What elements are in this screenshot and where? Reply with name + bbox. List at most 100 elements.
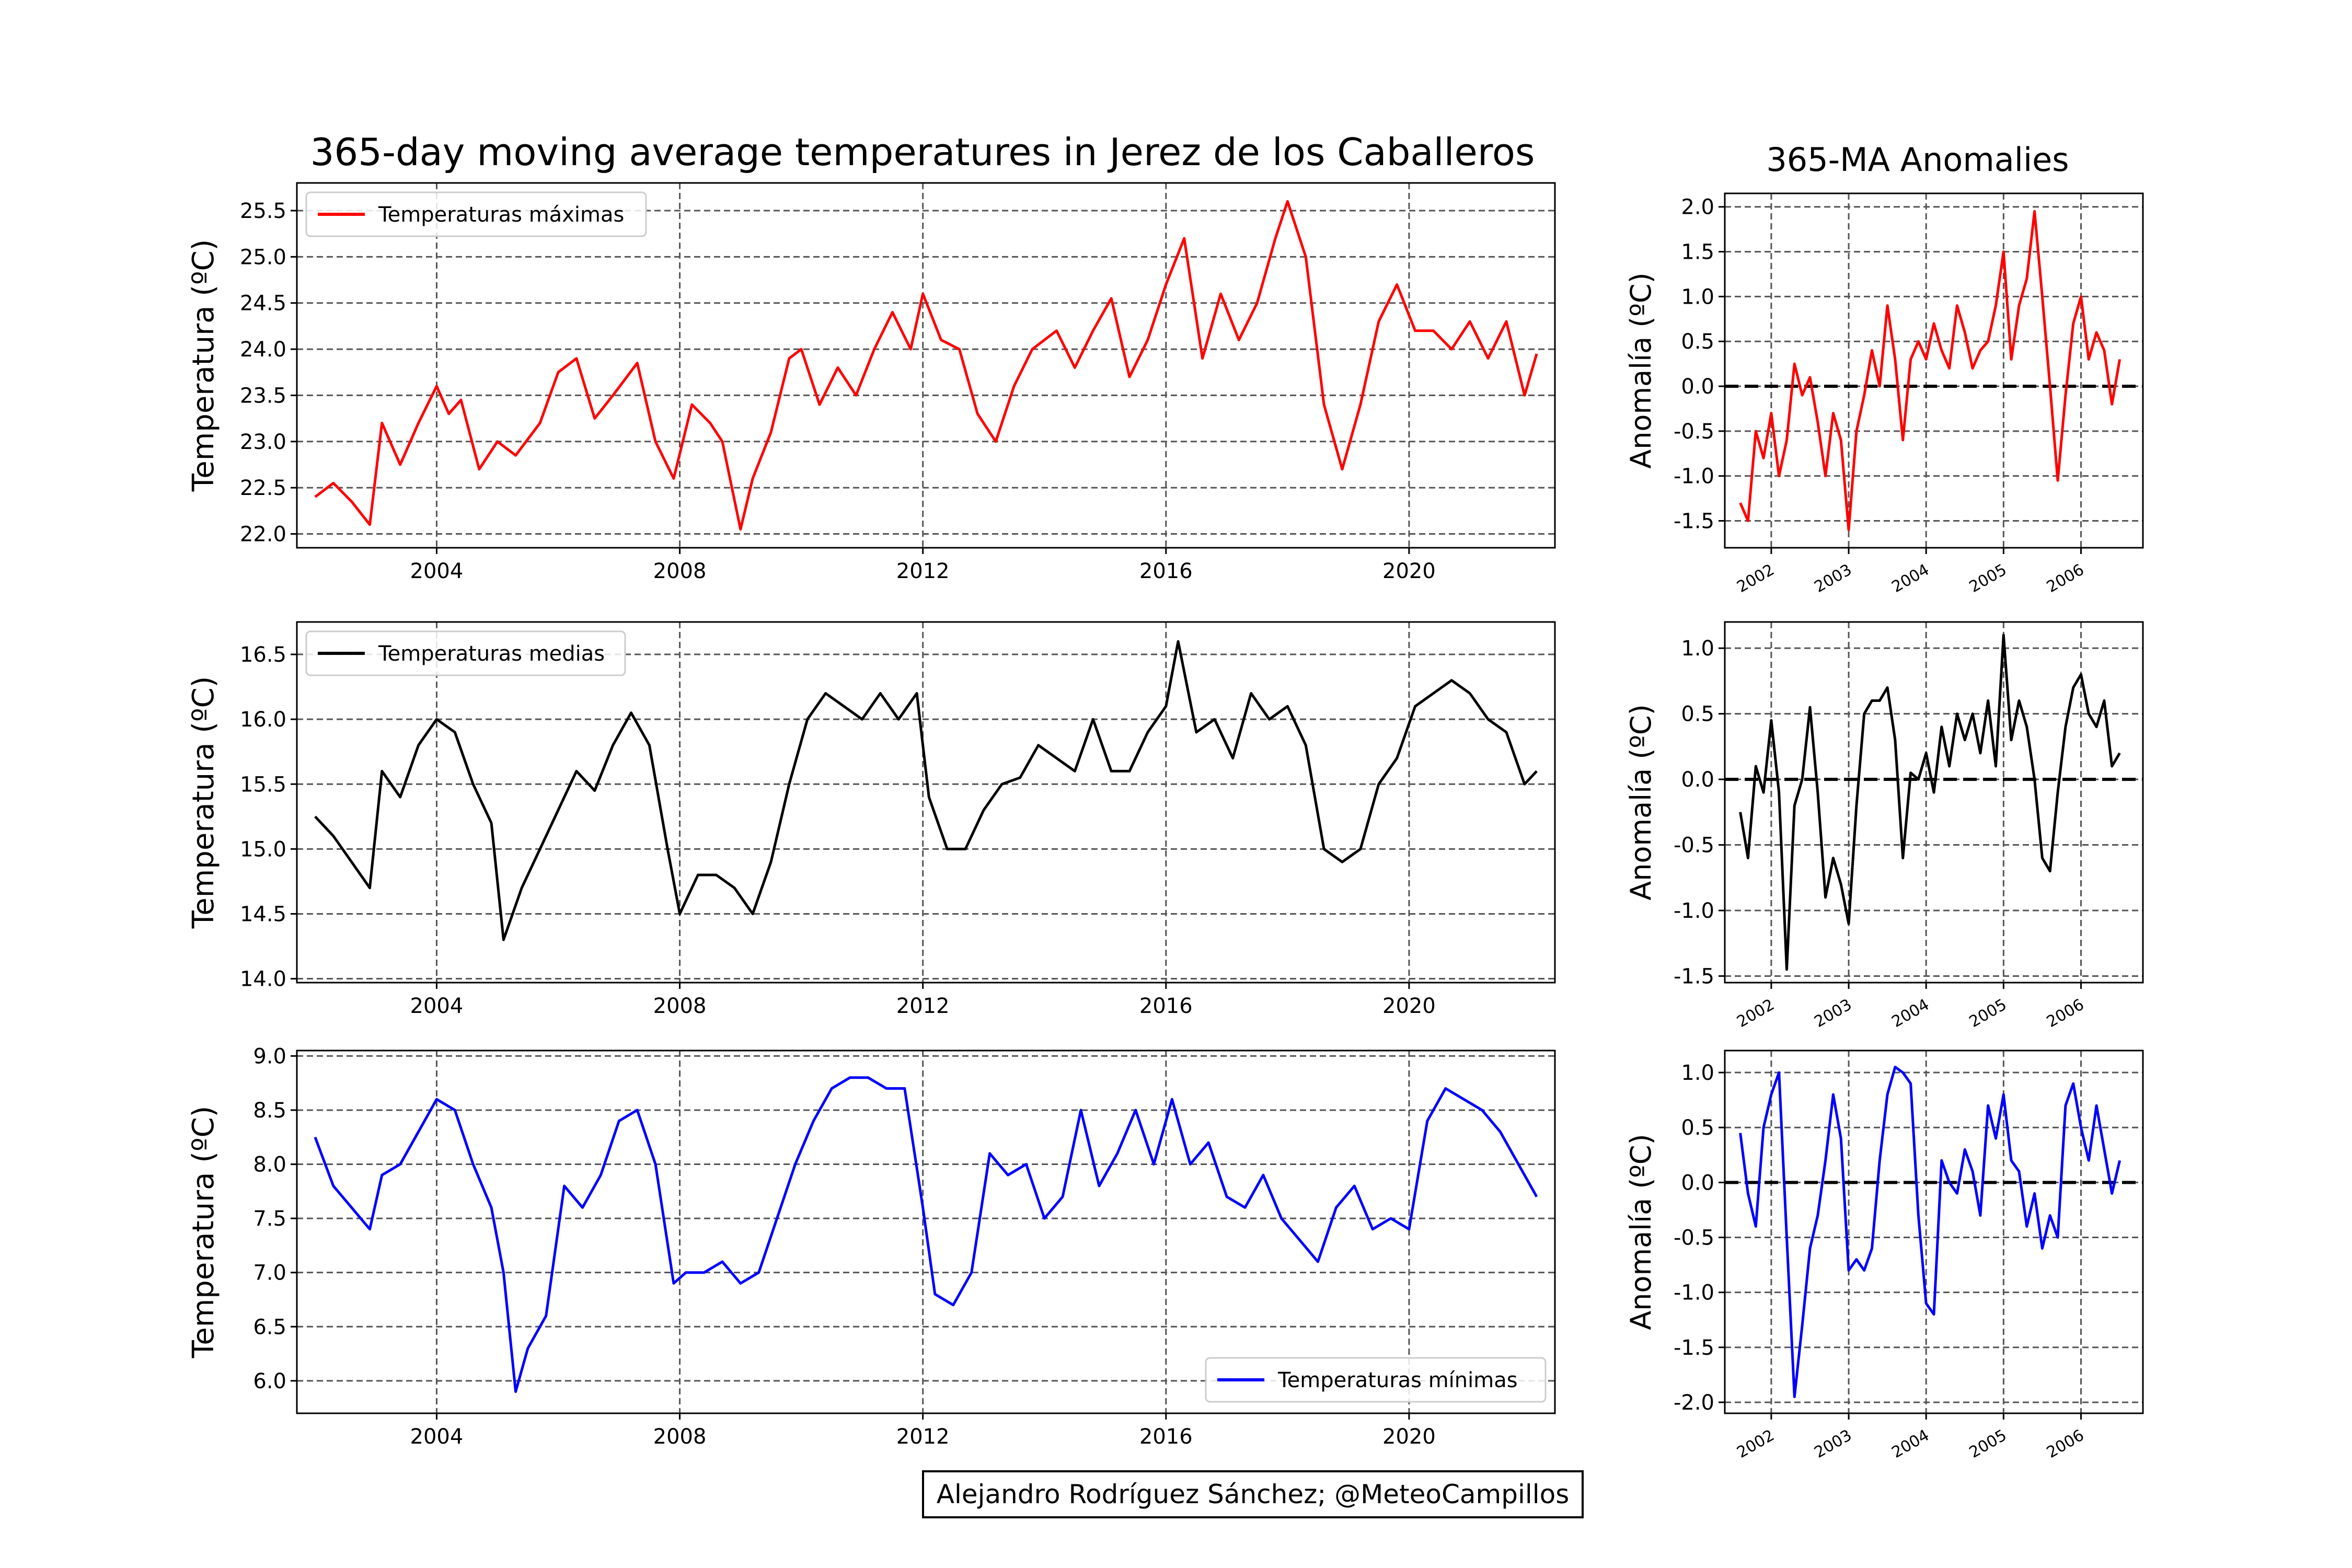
x-tick-label: 2020	[1382, 994, 1436, 1018]
y-tick-label: 1.0	[1681, 1061, 1714, 1085]
y-tick-label: 7.5	[253, 1207, 286, 1231]
y-tick-label: 25.5	[240, 199, 286, 223]
main-title: 365-day moving average temperatures in J…	[310, 130, 1535, 174]
x-tick-label: 2012	[896, 994, 950, 1018]
y-tick-label: 16.5	[240, 643, 286, 667]
axes-frame	[296, 621, 1556, 984]
y-tick-label: 0.0	[1681, 1171, 1714, 1195]
x-tick-label: 2008	[653, 1425, 707, 1449]
x-tick-label: 2012	[896, 1425, 950, 1449]
y-tick-label: -1.0	[1674, 465, 1714, 489]
legend-box	[305, 630, 626, 676]
x-tick-label: 2002	[1734, 1426, 1778, 1462]
x-tick-label: 2004	[410, 1425, 464, 1449]
y-tick-label: -1.0	[1674, 899, 1714, 923]
x-tick-label: 2016	[1139, 1425, 1193, 1449]
y-axis-label: Temperatura (ºC)	[187, 1106, 221, 1359]
mean-panel: 2004 2008 2012 2016 2020 14.0 14.5 15.0 15.5 16.0…	[187, 621, 1556, 1018]
axes-frame	[296, 182, 1556, 549]
y-tick-label: 22.5	[240, 476, 286, 500]
y-tick-label: 6.0	[253, 1369, 286, 1393]
y-tick-label: 22.0	[240, 522, 286, 546]
x-tick-label: 2003	[1811, 561, 1855, 596]
axes-frame	[1724, 192, 2144, 549]
y-tick-label: 23.5	[240, 384, 286, 408]
x-tick-label: 2006	[2044, 996, 2088, 1031]
legend-label: Temperaturas mínimas	[1277, 1368, 1518, 1392]
x-tick-label: 2005	[1966, 1426, 2010, 1462]
y-tick-label: 7.0	[253, 1261, 286, 1285]
y-tick-label: 1.0	[1681, 637, 1714, 661]
y-tick-label: 25.0	[240, 245, 286, 269]
y-tick-label: 16.0	[240, 708, 286, 732]
y-tick-label: 9.0	[253, 1044, 286, 1068]
y-axis-label: Anomalía (ºC)	[1624, 1134, 1657, 1330]
x-tick-label: 2008	[653, 994, 707, 1018]
y-tick-label: 14.0	[240, 967, 286, 991]
x-tick-label: 2012	[896, 559, 950, 583]
x-tick-label: 2004	[410, 994, 464, 1018]
x-tick-label: 2004	[410, 559, 464, 583]
y-tick-label: -0.5	[1674, 420, 1714, 444]
y-tick-label: -1.5	[1674, 964, 1714, 988]
min-anomaly-series-line	[1739, 1066, 2122, 1398]
y-axis-label: Anomalía (ºC)	[1624, 704, 1657, 900]
mean-legend: Temperaturas medias	[305, 630, 626, 676]
y-tick-label: 2.0	[1681, 195, 1714, 220]
y-axis-label: Temperatura (ºC)	[187, 239, 221, 492]
y-tick-label: 8.5	[253, 1099, 286, 1123]
max-anomaly-series-line	[1739, 210, 2122, 532]
x-tick-label: 2004	[1889, 561, 1933, 596]
y-tick-label: 1.5	[1681, 240, 1714, 264]
y-tick-label: 6.5	[253, 1315, 286, 1339]
axes-frame	[296, 1050, 1556, 1414]
legend-label: Temperaturas máximas	[378, 203, 624, 227]
legend-box	[1205, 1357, 1547, 1403]
x-tick-label: 2003	[1811, 1426, 1855, 1462]
y-axis-label: Anomalía (ºC)	[1624, 272, 1657, 468]
min-anomaly-panel: 2002 2003 2004 2005 2006 -2.0 -1.5 -1.0 -0.5 0.0 0…	[1624, 1050, 2144, 1462]
y-tick-label: -2.0	[1674, 1391, 1714, 1415]
y-tick-label: 0.5	[1681, 702, 1714, 727]
legend-label: Temperaturas medias	[378, 642, 605, 666]
anomaly-title: 365-MA Anomalies	[1766, 141, 2069, 179]
y-tick-label: 0.5	[1681, 1116, 1714, 1140]
x-tick-label: 2020	[1382, 1425, 1436, 1449]
mean-anomaly-series-line	[1739, 633, 2121, 971]
min-legend: Temperaturas mínimas	[1205, 1357, 1547, 1403]
x-tick-label: 2002	[1734, 996, 1778, 1031]
y-tick-label: 8.0	[253, 1153, 286, 1177]
credit-box: Alejandro Rodríguez Sánchez; @MeteoCampi…	[922, 1470, 1584, 1518]
y-tick-label: -0.5	[1674, 834, 1714, 858]
mean-anomaly-panel: 2002 2003 2004 2005 2006 -1.5 -1.0 -0.5 0.0 0.5 1.…	[1624, 621, 2144, 1031]
x-tick-label: 2016	[1139, 559, 1193, 583]
x-tick-label: 2004	[1889, 996, 1933, 1031]
y-tick-label: 0.0	[1681, 375, 1714, 399]
min-series-line	[314, 1076, 1538, 1393]
y-tick-label: 14.5	[240, 902, 286, 926]
axes-frame	[1724, 1050, 2144, 1414]
max-anomaly-panel: 2002 2003 2004 2005 2006 -1.5 -1.0 -0.5 0.0 0.5 1.…	[1624, 192, 2144, 596]
x-tick-label: 2008	[653, 559, 707, 583]
y-tick-label: 24.5	[240, 292, 286, 316]
x-tick-label: 2002	[1734, 561, 1778, 596]
y-tick-label: 15.5	[240, 773, 286, 797]
y-tick-label: 15.0	[240, 837, 286, 861]
max-legend: Temperaturas máximas	[305, 191, 647, 237]
y-tick-label: 23.0	[240, 430, 286, 454]
x-tick-label: 2006	[2044, 1426, 2088, 1462]
axes-frame	[1724, 621, 2144, 984]
x-tick-label: 2005	[1966, 996, 2010, 1031]
x-tick-label: 2004	[1889, 1426, 1933, 1462]
y-tick-label: 0.5	[1681, 330, 1714, 354]
y-tick-label: 0.0	[1681, 768, 1714, 792]
x-tick-label: 2006	[2044, 561, 2088, 596]
x-tick-label: 2016	[1139, 994, 1193, 1018]
y-axis-label: Temperatura (ºC)	[187, 676, 221, 929]
min-panel: 2004 2008 2012 2016 2020 6.0 6.5 7.0 7.5 8.0 8.5 9.…	[187, 1044, 1556, 1449]
x-tick-label: 2005	[1966, 561, 2010, 596]
y-tick-label: -1.0	[1674, 1281, 1714, 1305]
y-tick-label: -1.5	[1674, 510, 1714, 534]
mean-series-line	[314, 640, 1538, 941]
